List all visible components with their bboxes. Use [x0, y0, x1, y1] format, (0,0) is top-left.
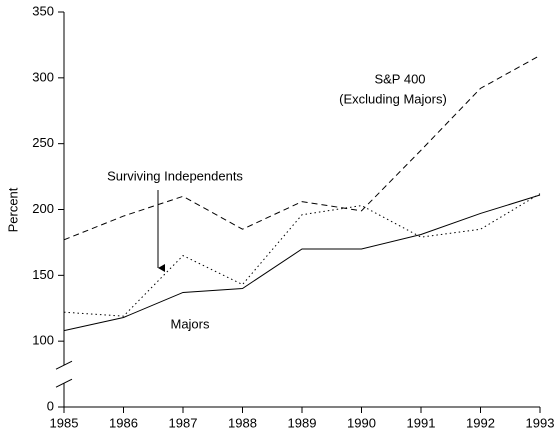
- axis-break: [55, 378, 73, 388]
- annotation: (Excluding Majors): [339, 91, 447, 106]
- series-label: Surviving Independents: [107, 168, 243, 183]
- x-tick-label: 1988: [228, 415, 257, 430]
- series-label: S&P 400: [374, 71, 425, 86]
- series-line: [63, 193, 541, 317]
- y-tick-label: 100: [32, 333, 54, 348]
- series-label: Majors: [170, 316, 210, 331]
- x-tick-label: 1992: [466, 415, 495, 430]
- y-axis-label: Percent: [5, 187, 20, 232]
- x-tick-label: 1987: [169, 415, 198, 430]
- y-tick-label: 150: [32, 267, 54, 282]
- x-tick-label: 1985: [50, 415, 79, 430]
- axis-break: [55, 360, 73, 370]
- series-line: [63, 194, 541, 332]
- x-tick-label: 1991: [407, 415, 436, 430]
- x-tick-label: 1993: [526, 415, 555, 430]
- y-tick-label: 250: [32, 135, 54, 150]
- y-tick-label: 200: [32, 201, 54, 216]
- x-tick-label: 1990: [347, 415, 376, 430]
- y-tick-label: 350: [32, 3, 54, 18]
- x-tick-label: 1989: [288, 415, 317, 430]
- y-tick-label: 300: [32, 69, 54, 84]
- series-line: [63, 55, 541, 241]
- x-tick-label: 1986: [109, 415, 138, 430]
- y-tick-label: 0: [47, 398, 54, 413]
